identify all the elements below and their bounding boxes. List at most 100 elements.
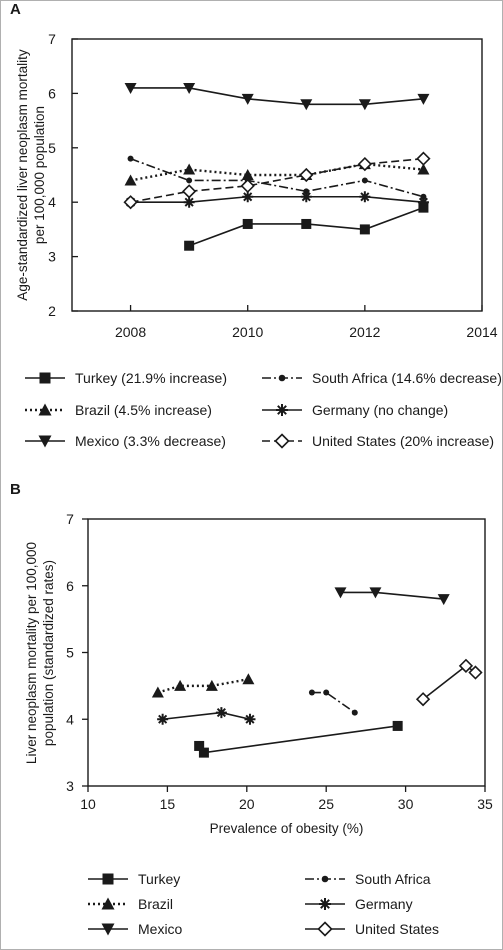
legend-label: Mexico (3.3% decrease) [75,433,226,449]
legend-marker [321,875,329,883]
series-united-states [123,151,431,210]
series-line [157,678,249,694]
data-point [124,174,137,186]
data-point [184,240,195,251]
series-line [130,157,424,203]
legend-item: Germany (no change) [262,402,448,418]
x-tick-label: 25 [318,796,334,812]
data-point [417,93,430,105]
panel-b: B 10 15 20 25 30 35 3 4 5 6 7 Liver neoplasm mortali… [10,481,493,937]
data-point [174,679,187,691]
y-tick-label: 5 [48,140,56,156]
panel-label: B [10,481,21,498]
data-point [468,665,483,680]
data-point [242,218,253,229]
panel-a: A 2008 2010 2012 2014 2 3 4 5 6 7Age-standardized … [10,1,502,449]
legend-label: Mexico [138,921,183,937]
y-tick-label: 6 [48,85,56,101]
series-line [130,162,424,182]
data-point [244,713,256,725]
series-germany [157,707,256,725]
y-axis-title: Liver neoplasm mortality per 100,000 popu… [24,542,56,764]
y-tick-label: 4 [66,711,74,727]
legend-label: Germany [355,896,413,912]
legend-label: Brazil [138,896,173,912]
series-line [130,157,424,198]
y-tick-label: 3 [48,249,56,265]
y-axis-title: Age-standardized liver neoplasm mortalit… [15,49,47,301]
data-point [369,587,382,599]
legend-marker [101,923,115,936]
data-point [183,163,196,175]
legend-marker [276,404,288,416]
data-point [299,167,314,183]
data-point [183,196,195,208]
x-tick-label: 20 [239,796,255,812]
legend-marker [38,403,52,416]
data-point [417,163,430,175]
y-tick-label: 3 [66,778,74,794]
data-point [241,93,254,105]
x-tick-label: 30 [398,796,414,812]
legend-label: United States [355,921,439,937]
legend-label: United States (20% increase) [312,433,494,449]
legend-marker [317,921,333,937]
legend-label: Turkey (21.9% increase) [75,370,227,386]
legend-item: South Africa (14.6% decrease) [262,370,502,386]
legend-item: Turkey [88,871,180,887]
data-point [241,169,254,180]
y-tick-label: 2 [48,303,56,319]
legend-item: South Africa [305,871,431,887]
legend-label: South Africa (14.6% decrease) [312,370,502,386]
legend-marker [102,873,114,885]
legend-item: United States [305,921,439,937]
x-tick-label: 10 [80,796,96,812]
data-point [242,191,254,203]
data-point [357,156,372,172]
x-tick-label: 35 [477,796,493,812]
data-point [183,82,196,94]
legend-item: Mexico (3.3% decrease) [25,433,226,449]
x-tick-label: 2010 [232,324,263,340]
data-point [300,191,312,203]
data-point [300,99,313,111]
data-point [458,658,474,673]
legend-item: United States (20% increase) [262,433,494,449]
legend-item: Mexico [88,921,183,937]
legend-label: Brazil (4.5% increase) [75,402,212,418]
legend-item: Germany [305,896,413,912]
data-point [182,184,197,199]
legend-label: Turkey [138,871,180,887]
legend: Turkey (21.9% increase) South Africa (14.… [25,370,502,449]
series-line [130,87,424,106]
data-point [392,720,403,731]
data-point [186,177,193,184]
series-united-states [415,658,483,707]
x-tick-label: 2012 [349,324,380,340]
legend-marker [274,433,290,449]
data-point [240,178,255,194]
data-point [205,679,218,691]
series-line [311,691,356,714]
x-axis-title: Prevalence of obesity (%) [210,821,364,836]
legend-marker [278,374,286,382]
data-point [194,740,205,751]
data-point [334,587,347,599]
data-point [351,709,358,716]
series-south-africa [308,689,358,716]
legend-marker [319,898,331,910]
x-tick-label: 2008 [115,324,146,340]
legend-item: Brazil (4.5% increase) [25,402,212,418]
legend-item: Brazil [88,896,173,912]
legend-marker [39,372,51,384]
data-point [123,195,138,210]
data-point [323,689,330,696]
x-tick-label: 15 [160,796,176,812]
series-brazil [151,673,255,698]
legend-item: Turkey (21.9% increase) [25,370,227,386]
legend-marker [101,897,115,910]
series-turkey [194,720,403,758]
panel-label: A [10,1,21,18]
data-point [417,196,429,208]
